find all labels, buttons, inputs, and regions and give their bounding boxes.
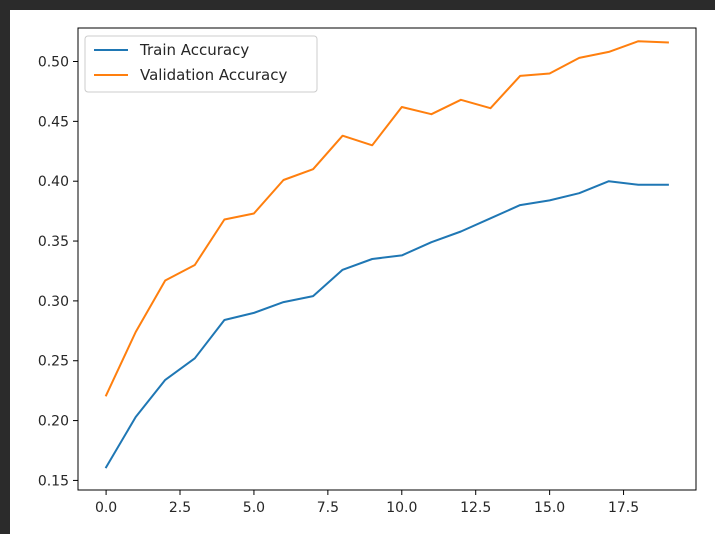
x-axis: 0.0 2.5 5.0 7.5 10.0 12.5 15.0 17.5 (95, 490, 639, 516)
y-tick-label: 0.40 (38, 174, 69, 190)
legend-box (84, 35, 318, 93)
y-tick-label: 0.35 (38, 234, 69, 250)
y-tick-label: 0.30 (38, 294, 69, 310)
x-tick-label: 15.0 (534, 500, 565, 516)
y-tick-label: 0.15 (38, 473, 69, 489)
axes-frame (77, 27, 697, 491)
y-tick-label: 0.50 (38, 55, 69, 71)
y-tick-label: 0.25 (38, 354, 69, 370)
legend: Train Accuracy Validation Accuracy (84, 35, 318, 93)
series-line-train-accuracy (104, 180, 669, 469)
x-tick-label: 0.0 (95, 500, 117, 516)
x-tick-label: 2.5 (169, 500, 191, 516)
y-tick-label: 0.20 (38, 414, 69, 430)
series-line-validation-accuracy (104, 40, 669, 397)
legend-label: Validation Accuracy (140, 66, 287, 84)
y-tick-label: 0.45 (38, 114, 69, 130)
x-tick-label: 10.0 (386, 500, 417, 516)
legend-label: Train Accuracy (139, 41, 249, 59)
x-tick-label: 5.0 (243, 500, 265, 516)
series-layer (104, 40, 669, 469)
plot-area (77, 27, 697, 491)
figure: Train Accuracy Validation Accuracy 0.0 2.5… (10, 10, 715, 534)
accuracy-line-chart: Train Accuracy Validation Accuracy 0.0 2.5… (38, 27, 697, 516)
x-tick-label: 12.5 (460, 500, 491, 516)
x-tick-label: 7.5 (317, 500, 339, 516)
x-tick-label: 17.5 (608, 500, 639, 516)
y-axis: 0.15 0.20 0.25 0.30 0.35 0.40 0.45 0.50 (38, 55, 78, 489)
